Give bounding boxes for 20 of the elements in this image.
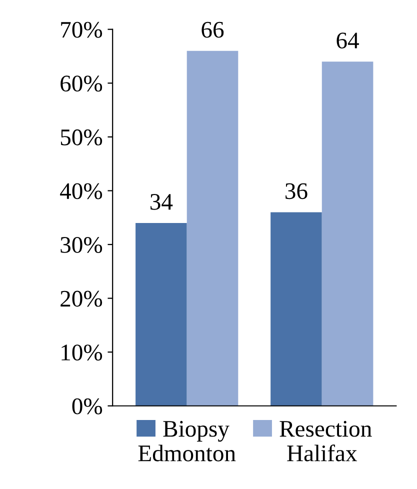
bar <box>322 62 374 406</box>
bar <box>136 222 187 406</box>
x-tick-label: Halifax <box>287 444 357 462</box>
y-tick-label: 70% <box>61 22 102 38</box>
data-label: 66 <box>202 22 224 38</box>
bar <box>270 212 322 406</box>
y-tick-label: 20% <box>60 290 102 307</box>
y-tick-label: 30% <box>60 236 102 253</box>
data-label: 64 <box>336 32 359 48</box>
data-label: 34 <box>150 194 173 210</box>
y-tick-label: 0% <box>72 398 102 414</box>
y-tick-label: 40% <box>60 183 102 200</box>
bar <box>186 50 238 406</box>
data-label: 36 <box>286 183 308 200</box>
legend-label: Biopsy <box>163 420 230 442</box>
x-tick-label: Edmonton <box>138 444 236 462</box>
y-tick-label: 10% <box>62 344 102 361</box>
y-tick-label: 50% <box>60 129 102 146</box>
legend-label: Resection <box>280 420 372 437</box>
y-tick-label: 60% <box>60 76 102 92</box>
